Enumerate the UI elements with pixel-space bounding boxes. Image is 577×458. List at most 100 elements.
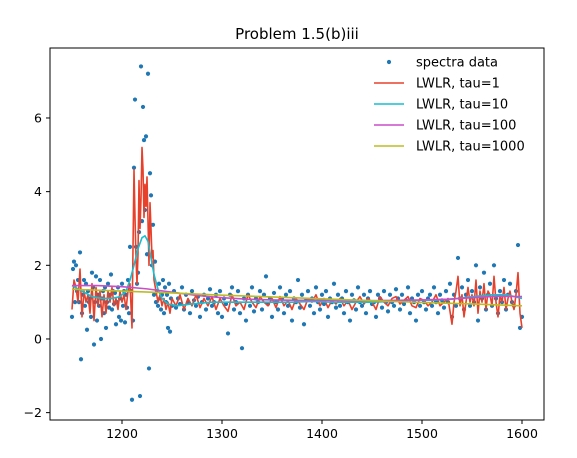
data-point — [203, 307, 209, 312]
data-point — [82, 303, 88, 308]
legend-item: LWLR, tau=1 — [374, 77, 500, 92]
data-point — [243, 318, 249, 323]
data-point — [132, 97, 138, 102]
data-point — [93, 274, 99, 279]
data-point — [283, 292, 289, 297]
data-point — [193, 303, 199, 308]
data-point — [106, 305, 112, 310]
data-point — [507, 281, 513, 286]
data-point — [287, 288, 293, 294]
data-point — [113, 322, 119, 327]
data-point — [118, 318, 124, 323]
data-point — [131, 165, 137, 170]
data-point — [263, 274, 269, 279]
x-tick-label: 1500 — [406, 426, 438, 441]
data-point — [375, 292, 381, 297]
data-point — [373, 314, 379, 319]
plot-area — [50, 48, 544, 420]
data-point — [103, 325, 109, 331]
data-point — [435, 311, 441, 316]
data-point — [160, 277, 166, 283]
data-point — [429, 303, 435, 308]
data-point — [481, 270, 487, 275]
y-tick-label: 0 — [34, 331, 42, 346]
data-point — [431, 285, 437, 290]
data-point — [126, 311, 132, 316]
legend-item: LWLR, tau=100 — [374, 119, 516, 134]
data-point — [359, 303, 365, 308]
data-point — [105, 281, 111, 286]
data-point — [166, 281, 172, 286]
data-point — [129, 397, 135, 402]
data-point — [319, 292, 325, 297]
series-layer — [69, 64, 525, 402]
data-point — [161, 311, 167, 316]
data-point — [459, 285, 465, 290]
data-point — [165, 325, 171, 331]
data-point — [391, 303, 397, 308]
data-point — [89, 270, 95, 275]
data-point — [381, 288, 387, 294]
data-point — [313, 285, 319, 290]
data-point — [77, 250, 83, 255]
data-point — [349, 292, 355, 297]
data-point — [205, 296, 211, 301]
data-point — [141, 137, 147, 143]
data-point — [143, 134, 149, 139]
data-point — [164, 292, 170, 297]
data-point — [207, 287, 213, 292]
data-point — [219, 314, 225, 319]
y-tick-label: 2 — [34, 258, 42, 273]
data-point — [247, 303, 253, 308]
y-axis: −2 0 2 4 6 — [24, 110, 50, 420]
data-point — [215, 311, 221, 316]
data-point — [517, 325, 523, 331]
y-tick-label: 4 — [34, 184, 42, 199]
data-point — [427, 292, 433, 297]
y-tick-label: −2 — [24, 405, 42, 420]
data-point — [259, 307, 265, 312]
data-point — [477, 285, 483, 290]
data-point — [98, 336, 104, 342]
data-point — [281, 311, 287, 316]
legend-item: spectra data — [386, 56, 498, 71]
data-point — [443, 288, 449, 294]
data-point — [465, 277, 471, 283]
legend: spectra data LWLR, tau=1 LWLR, tau=10 LWLR,… — [374, 56, 525, 155]
data-point — [73, 263, 79, 268]
data-point — [71, 259, 77, 264]
data-point — [491, 263, 497, 268]
data-point — [122, 320, 128, 325]
data-point — [112, 290, 118, 296]
data-point — [150, 222, 156, 227]
data-point — [367, 288, 373, 294]
data-point — [343, 288, 349, 294]
data-point — [475, 318, 481, 323]
data-point — [197, 314, 203, 319]
legend-label: spectra data — [416, 56, 498, 71]
data-point — [285, 303, 291, 308]
data-point — [231, 307, 237, 312]
data-point — [379, 305, 385, 310]
data-point — [94, 318, 100, 323]
y-tick-label: 6 — [34, 110, 42, 125]
data-point — [119, 281, 125, 286]
x-tick-label: 1300 — [206, 426, 238, 441]
chart-title: Problem 1.5(b)iii — [235, 25, 359, 43]
data-point — [91, 342, 97, 347]
series-line-3 — [72, 284, 523, 302]
data-point — [257, 288, 263, 294]
data-point — [251, 309, 257, 314]
data-point — [437, 292, 443, 297]
data-point — [497, 288, 503, 294]
series-line-4 — [71, 288, 523, 307]
x-axis: 1200 1300 1400 1500 1600 — [106, 420, 538, 441]
data-point — [405, 285, 411, 290]
data-point — [189, 288, 195, 294]
data-point — [401, 301, 407, 307]
data-point — [137, 393, 143, 399]
data-point — [88, 314, 94, 319]
data-point — [225, 331, 231, 336]
data-point — [413, 318, 419, 323]
data-point — [138, 64, 144, 69]
